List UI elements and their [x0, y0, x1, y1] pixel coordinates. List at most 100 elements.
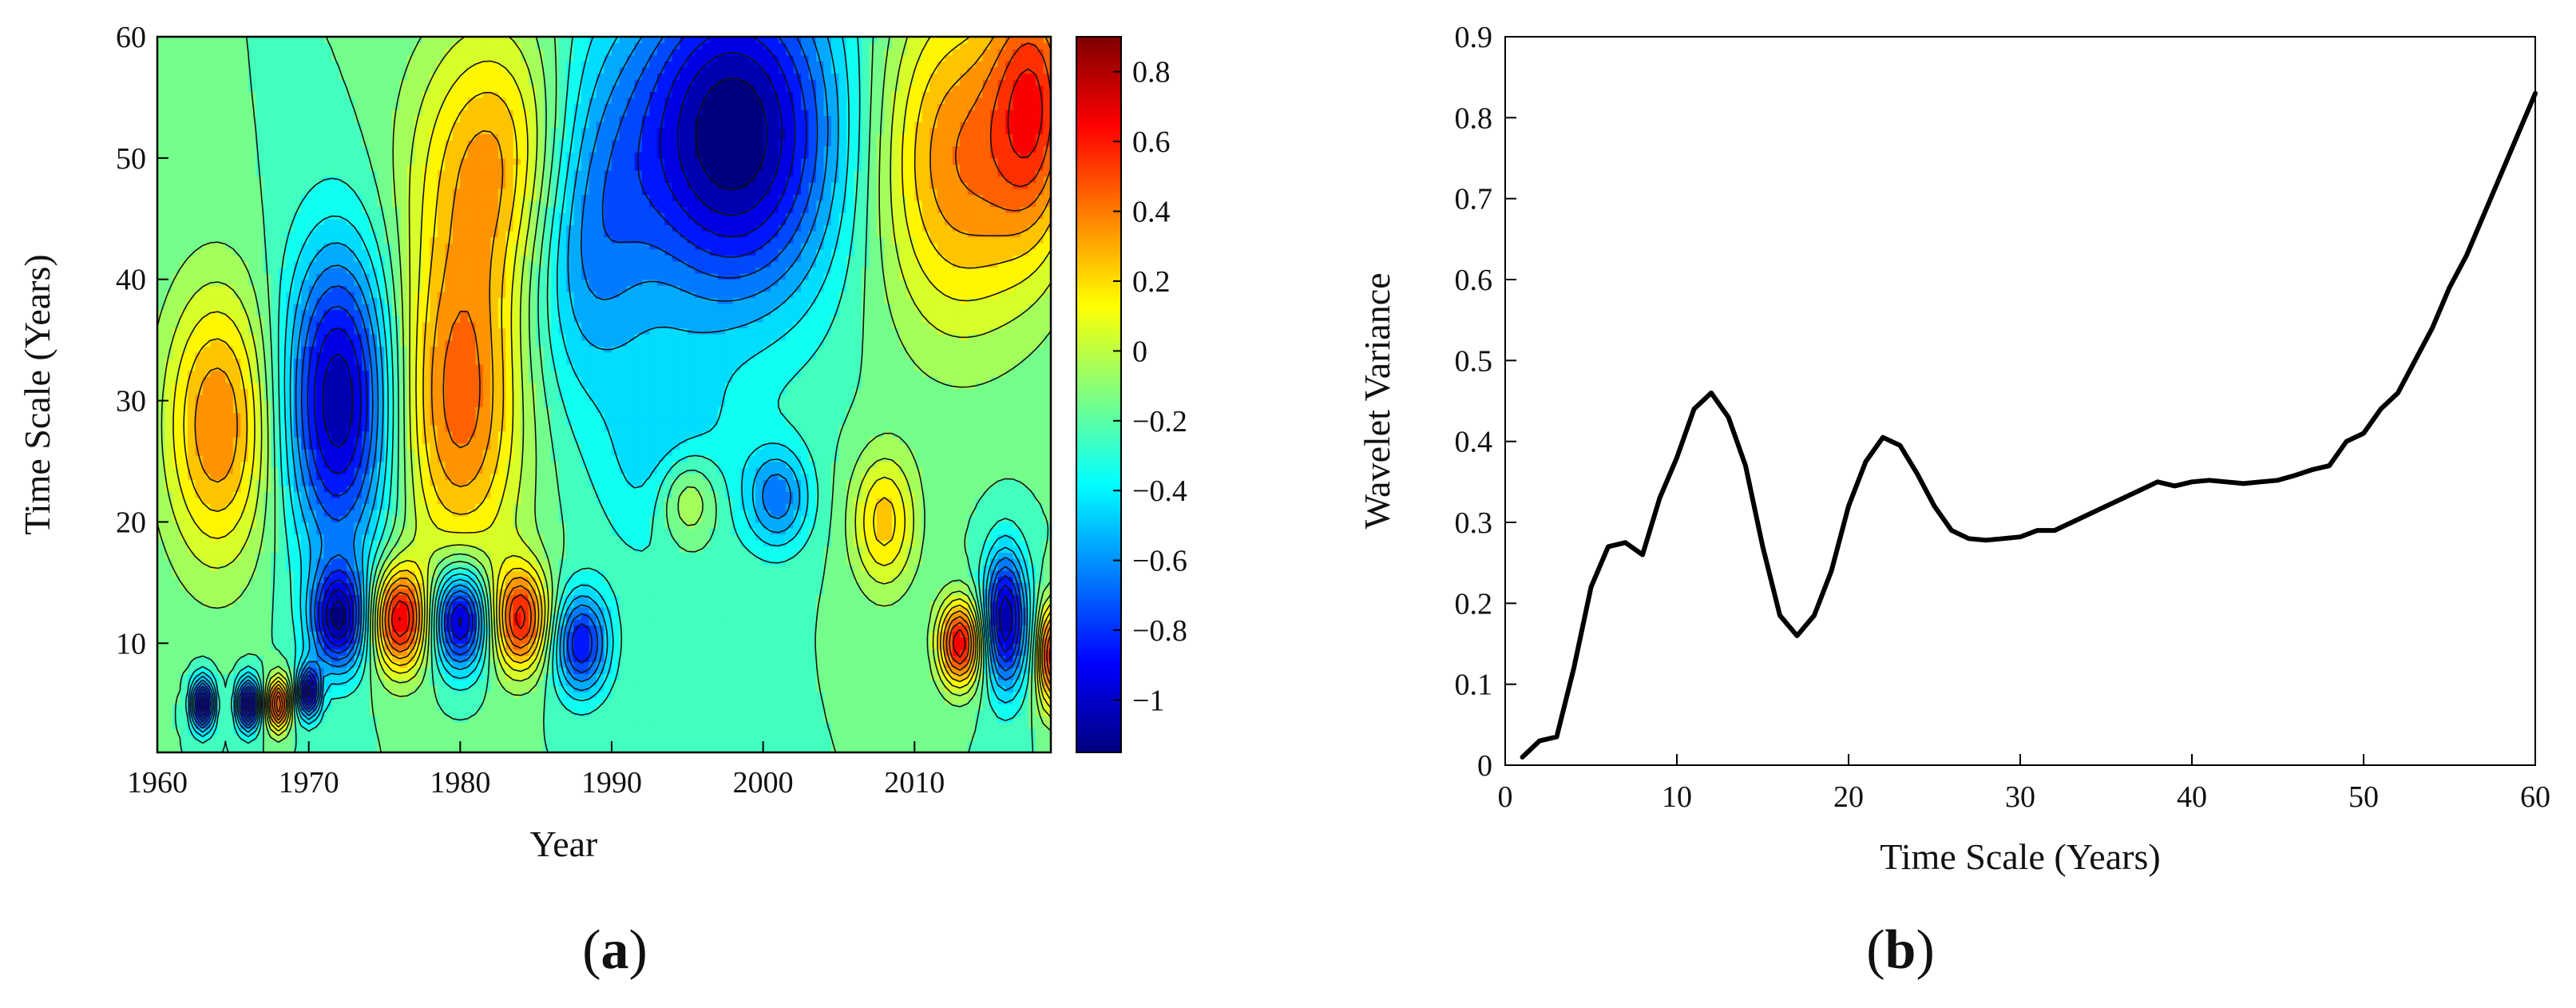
- heatmap-cell: [437, 570, 446, 577]
- heatmap-cell: [641, 613, 650, 620]
- heatmap-cell: [710, 746, 719, 752]
- heatmap-cell: [452, 728, 461, 735]
- heatmap-cell: [710, 588, 719, 596]
- heatmap-cell: [445, 594, 454, 601]
- heatmap-cell: [536, 558, 545, 566]
- heatmap-cell: [876, 661, 885, 669]
- heatmap-cell: [914, 613, 923, 620]
- heatmap-cell: [369, 498, 378, 505]
- heatmap-cell: [854, 740, 862, 747]
- heatmap-cell: [497, 515, 506, 523]
- heatmap-cell: [331, 594, 340, 601]
- heatmap-cell: [475, 740, 484, 747]
- heatmap-cell: [528, 704, 537, 711]
- heatmap-cell: [975, 601, 984, 608]
- heatmap-cell: [551, 528, 560, 535]
- heatmap-cell: [573, 631, 582, 638]
- heatmap-cell: [634, 564, 643, 571]
- heatmap-cell: [816, 667, 825, 674]
- heatmap-cell: [740, 582, 749, 589]
- heatmap-cell: [263, 722, 271, 729]
- heatmap-cell: [960, 564, 969, 571]
- heatmap-cell: [710, 576, 719, 583]
- heatmap-cell: [248, 746, 256, 752]
- heatmap-cell: [293, 722, 302, 729]
- heatmap-cell: [263, 746, 271, 752]
- heatmap-cell: [286, 606, 295, 613]
- heatmap-cell: [164, 588, 173, 596]
- heatmap-cell: [937, 655, 945, 662]
- heatmap-cell: [854, 625, 862, 632]
- heatmap-cell: [323, 582, 332, 589]
- heatmap-cell: [232, 618, 241, 626]
- heatmap-cell: [1028, 643, 1036, 650]
- heatmap-cell: [710, 601, 719, 608]
- heatmap-cell: [808, 498, 817, 505]
- heatmap-cell: [854, 588, 862, 596]
- heatmap-cell: [308, 528, 317, 535]
- heatmap-cell: [604, 709, 612, 717]
- heatmap-cell: [217, 515, 226, 523]
- heatmap-cell: [543, 528, 552, 535]
- heatmap-cell: [589, 692, 597, 699]
- heatmap-cell: [771, 564, 779, 571]
- heatmap-cell: [838, 498, 847, 505]
- heatmap-cell: [604, 625, 612, 632]
- heatmap-cell: [377, 643, 386, 650]
- heatmap-cell: [232, 606, 241, 613]
- heatmap-cell: [899, 716, 908, 723]
- heatmap-cell: [664, 564, 673, 571]
- heatmap-cell: [490, 673, 499, 681]
- heatmap-cell: [1005, 734, 1014, 741]
- heatmap-cell: [710, 692, 719, 699]
- heatmap-cell: [573, 716, 582, 723]
- heatmap-cell: [391, 498, 401, 505]
- heatmap-cell: [323, 528, 332, 535]
- heatmap-cell: [391, 582, 401, 589]
- heatmap-cell: [308, 709, 317, 717]
- heatmap-cell: [497, 631, 506, 638]
- heatmap-cell: [626, 558, 636, 566]
- heatmap-cell: [490, 679, 499, 687]
- heatmap-cell: [982, 734, 991, 741]
- heatmap-cell: [347, 515, 355, 523]
- heatmap-cell: [830, 667, 840, 674]
- heatmap-cell: [906, 685, 915, 693]
- heatmap-cell: [1028, 649, 1036, 657]
- heatmap-cell: [702, 728, 711, 735]
- heatmap-cell: [929, 503, 938, 510]
- heatmap-cell: [929, 661, 938, 669]
- heatmap-cell: [202, 734, 211, 741]
- heatmap-cell: [778, 655, 787, 662]
- heatmap-cell: [967, 528, 976, 535]
- heatmap-cell: [808, 582, 817, 589]
- heatmap-cell: [937, 564, 945, 571]
- heatmap-cell: [914, 528, 923, 535]
- heatmap-cell: [914, 576, 923, 583]
- heatmap-cell: [1043, 570, 1051, 577]
- heatmap-cell: [899, 601, 908, 608]
- heatmap-cell: [611, 582, 620, 589]
- heatmap-cell: [232, 503, 241, 510]
- heatmap-cell: [649, 722, 658, 729]
- heatmap-cell: [452, 515, 461, 523]
- heatmap-cell: [172, 576, 181, 583]
- heatmap-cell: [263, 667, 271, 674]
- heatmap-cell: [232, 661, 241, 669]
- heatmap-cell: [656, 649, 665, 657]
- heatmap-cell: [164, 649, 173, 657]
- heatmap-cell: [830, 522, 840, 529]
- heatmap-cell: [816, 692, 825, 699]
- heatmap-cell: [906, 540, 915, 547]
- heatmap-cell: [217, 522, 226, 529]
- heatmap-cell: [460, 661, 469, 669]
- heatmap-cell: [680, 582, 688, 589]
- heatmap-cell: [347, 540, 355, 547]
- heatmap-cell: [914, 631, 923, 638]
- heatmap-cell: [649, 704, 658, 711]
- heatmap-cell: [369, 728, 378, 735]
- heatmap-cell: [626, 643, 636, 650]
- heatmap-cell: [945, 576, 953, 583]
- heatmap-cell: [649, 728, 658, 735]
